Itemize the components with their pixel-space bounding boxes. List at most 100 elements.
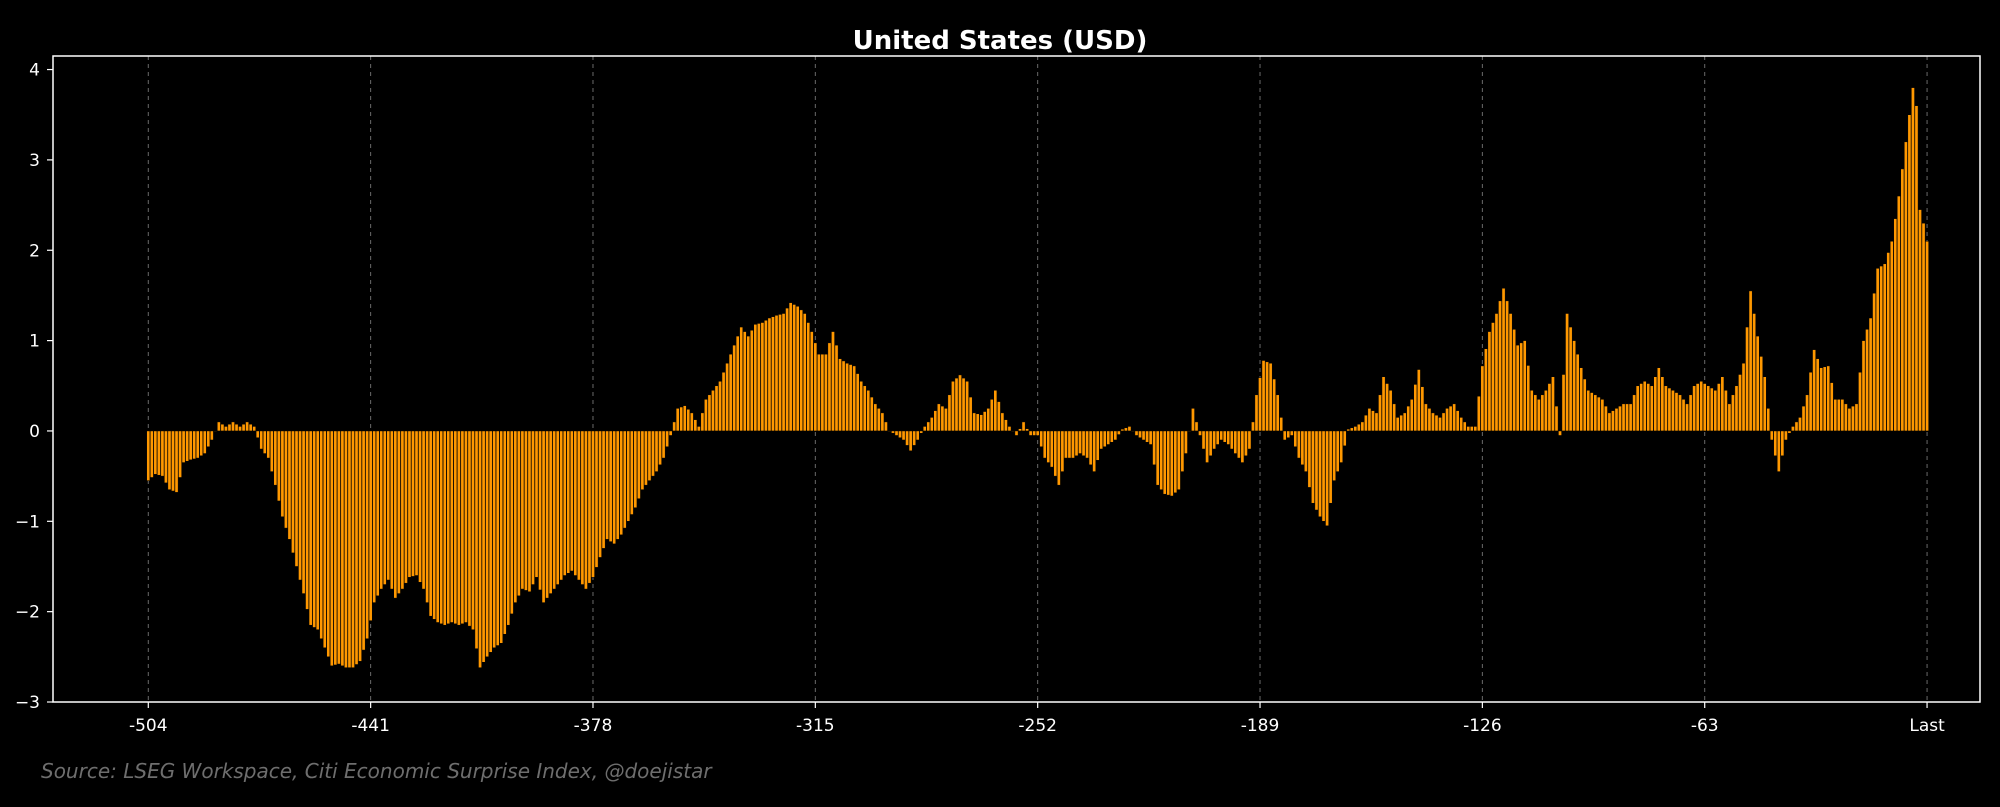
bar: [308, 430, 313, 626]
bar: [1237, 430, 1241, 459]
bar: [1325, 430, 1329, 527]
bar: [834, 344, 839, 432]
bar: [1289, 430, 1294, 436]
bar: [1868, 317, 1873, 432]
bar: [1664, 385, 1668, 432]
bar: [1159, 430, 1164, 490]
bar: [866, 390, 871, 432]
bar: [1304, 430, 1308, 472]
bar: [1434, 414, 1439, 432]
bar: [481, 430, 486, 663]
bar: [1078, 430, 1082, 454]
y-tick-label: −1: [15, 512, 40, 532]
bar: [1357, 423, 1361, 432]
bar: [1861, 340, 1866, 432]
bar: [1907, 114, 1912, 432]
bar: [1427, 408, 1432, 432]
bar: [1106, 430, 1111, 445]
bar: [1597, 396, 1601, 432]
bar: [1508, 313, 1513, 432]
bar: [1053, 430, 1058, 477]
bar: [1113, 430, 1118, 441]
bar: [848, 364, 853, 432]
bar: [1808, 371, 1813, 432]
bar: [965, 381, 969, 432]
bar: [548, 430, 553, 594]
bar: [1572, 340, 1576, 432]
bar: [1025, 428, 1029, 432]
bar: [1759, 356, 1764, 432]
bar: [1911, 87, 1915, 432]
bar: [252, 426, 257, 432]
bar: [1851, 405, 1855, 432]
bar: [379, 430, 384, 590]
bar: [1279, 417, 1284, 432]
bar: [199, 430, 204, 457]
bar: [1671, 390, 1675, 432]
bar: [1162, 430, 1167, 495]
bar: [442, 430, 447, 626]
bar: [802, 313, 807, 432]
bar: [262, 430, 267, 454]
bar: [280, 430, 285, 518]
bar: [764, 320, 768, 432]
bar: [665, 430, 669, 448]
bar: [1335, 430, 1340, 472]
bar: [414, 430, 419, 576]
bar: [622, 430, 627, 529]
bar: [1653, 376, 1658, 432]
bar: [382, 430, 387, 585]
bar: [1487, 331, 1492, 432]
bar: [1639, 383, 1644, 432]
bar: [545, 430, 549, 599]
bar: [686, 409, 691, 432]
bar: [227, 423, 232, 432]
bar: [1586, 390, 1591, 432]
bar: [1117, 430, 1121, 435]
bar: [1685, 403, 1689, 432]
bar: [1184, 430, 1188, 454]
bar: [1893, 218, 1898, 432]
bar: [1067, 430, 1072, 459]
bar: [771, 316, 775, 432]
bar: [922, 426, 927, 432]
bar: [845, 362, 849, 432]
source-note: Source: LSEG Workspace, Citi Economic Su…: [41, 759, 713, 783]
bar: [704, 399, 708, 432]
bar: [1332, 430, 1336, 481]
bar: [164, 430, 168, 484]
bar: [1484, 348, 1488, 432]
bar: [1177, 430, 1181, 490]
bar: [1254, 394, 1259, 432]
bar: [1812, 349, 1816, 432]
bar: [682, 405, 687, 432]
bar: [1727, 403, 1732, 432]
bar: [1755, 335, 1760, 432]
bar: [1392, 403, 1396, 432]
bar: [1918, 209, 1922, 432]
bar: [1445, 408, 1449, 432]
bar: [555, 430, 560, 585]
bar: [912, 430, 916, 446]
bar: [1784, 430, 1788, 441]
x-tick-label: Last: [1909, 716, 1945, 736]
bar: [647, 430, 652, 481]
bar: [347, 430, 352, 668]
bar: [1699, 381, 1704, 432]
bar: [1505, 300, 1509, 432]
bar: [372, 430, 377, 603]
bar: [449, 430, 454, 623]
bar: [149, 430, 154, 478]
bar: [1646, 383, 1651, 432]
bar: [877, 408, 881, 432]
bar: [1833, 399, 1838, 432]
bar: [305, 430, 309, 610]
bar: [1529, 390, 1534, 432]
bar: [1226, 430, 1231, 445]
bar: [1074, 430, 1079, 457]
bar: [259, 430, 264, 450]
bar: [157, 430, 161, 476]
bar: [1537, 399, 1541, 432]
bar: [1275, 394, 1280, 432]
bar: [1713, 390, 1718, 432]
